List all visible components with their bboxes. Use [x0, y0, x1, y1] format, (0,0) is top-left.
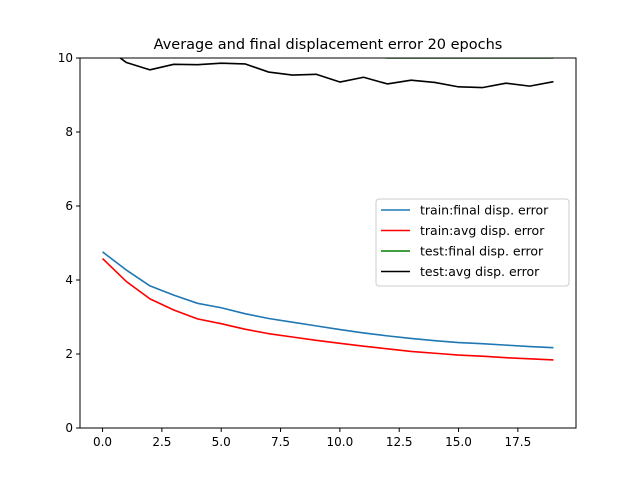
plot-lines [101, 58, 554, 361]
legend: train:final disp. error train:avg disp. e… [375, 198, 570, 287]
x-tick-label: 17.5 [504, 435, 531, 449]
legend-label: test:avg disp. error [420, 264, 540, 279]
y-tick-label: 8 [65, 125, 73, 139]
chart-title: Average and final displacement error 20 … [154, 37, 503, 53]
y-axis: 0 2 4 6 8 10 [58, 51, 80, 435]
legend-label: test:final disp. error [420, 244, 544, 259]
x-tick-label: 12.5 [386, 435, 413, 449]
x-tick-label: 5.0 [212, 435, 231, 449]
x-tick-label: 7.5 [271, 435, 290, 449]
x-tick-label: 0.0 [93, 435, 112, 449]
x-tick-label: 10.0 [327, 435, 354, 449]
x-axis: 0.0 2.5 5.0 7.5 10.0 12.5 15.0 17.5 [93, 428, 531, 449]
legend-box [375, 198, 570, 287]
y-tick-label: 6 [65, 199, 73, 213]
x-tick-label: 15.0 [445, 435, 472, 449]
y-tick-label: 2 [65, 347, 73, 361]
y-tick-label: 4 [65, 273, 73, 287]
y-tick-label: 10 [58, 51, 73, 65]
plot-frame [79, 57, 577, 429]
series-line-1 [101, 257, 554, 361]
series-line-3 [118, 58, 554, 89]
legend-label: train:final disp. error [420, 203, 549, 218]
legend-label: train:avg disp. error [420, 223, 545, 238]
y-tick-label: 0 [65, 421, 73, 435]
series-line-0 [102, 251, 554, 349]
x-tick-label: 2.5 [152, 435, 171, 449]
